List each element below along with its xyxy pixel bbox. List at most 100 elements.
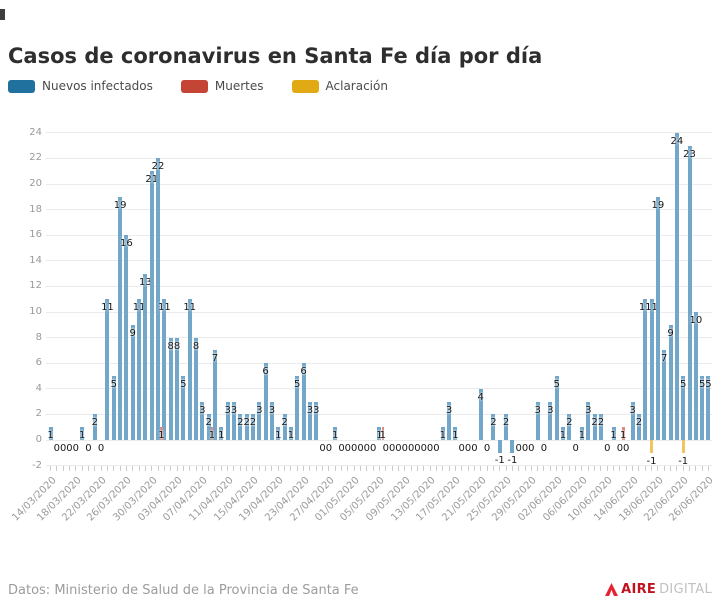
x-axis-tick [689, 466, 691, 471]
bar-value-label: -1 [646, 455, 657, 467]
bar-value-label: 1 [275, 430, 282, 442]
data-source-note: Datos: Ministerio de Salud de la Provinc… [8, 583, 359, 598]
bar-value-label: 21 [145, 174, 159, 186]
bar-muertes [381, 427, 385, 440]
bar-value-label: 0 [414, 443, 421, 454]
x-axis-tick [701, 466, 703, 471]
bar-value-label: -1 [507, 454, 518, 466]
bar-value-label: 0 [319, 443, 326, 454]
bar-infectados [137, 299, 142, 440]
legend-item: Muertes [180, 79, 264, 93]
bar-value-label: 0 [72, 443, 79, 454]
x-axis-tick [87, 466, 89, 471]
bar-value-label: 2 [91, 417, 98, 429]
bar-infectados [453, 427, 458, 440]
bar-value-label: 3 [199, 404, 206, 416]
x-axis-tick [670, 466, 672, 471]
x-axis-tick [657, 466, 659, 471]
bar-infectados [611, 427, 616, 440]
x-axis-tick [423, 466, 425, 471]
bar-infectados [301, 363, 306, 440]
x-axis-tick [632, 466, 634, 471]
bar-infectados [80, 427, 85, 440]
y-axis-label: 2 [35, 408, 42, 420]
bar-value-label: 0 [616, 443, 624, 454]
legend-swatch-icon [291, 79, 319, 93]
bar-infectados [48, 427, 53, 440]
bar-infectados [504, 414, 509, 440]
x-axis-tick [341, 466, 343, 471]
bar-value-label: 2 [597, 417, 605, 429]
bar-infectados [194, 337, 199, 440]
x-axis-tick [587, 466, 589, 471]
bar-infectados [181, 376, 186, 440]
bar-value-label: 7 [211, 353, 219, 365]
legend-swatch-icon [180, 79, 208, 93]
bar-value-label: 7 [661, 353, 668, 365]
x-axis-tick [613, 466, 615, 471]
bar-value-label: 2 [237, 417, 244, 429]
x-axis-tick [600, 466, 602, 471]
gridline [46, 413, 712, 415]
x-axis-tick [676, 466, 678, 471]
bar-infectados [598, 414, 603, 440]
bar-value-label: 0 [338, 443, 345, 454]
x-axis-tick [334, 466, 336, 471]
x-axis-tick [562, 466, 564, 471]
bar-value-label: 2 [490, 417, 497, 429]
y-axis-label: 8 [35, 331, 42, 343]
bar-value-label: 1 [452, 430, 459, 442]
x-axis-tick [322, 466, 324, 471]
x-axis-tick [378, 466, 380, 471]
bar-muertes [160, 427, 163, 440]
x-axis-tick [246, 466, 248, 471]
bar-value-label: 0 [401, 443, 408, 454]
bar-muertes [622, 427, 625, 440]
bar-value-label: 2 [591, 417, 598, 429]
bar-value-label: 8 [167, 340, 174, 352]
bar-infectados [295, 376, 300, 440]
bar-value-label: 0 [458, 443, 465, 454]
bar-value-label: 5 [680, 379, 687, 390]
x-axis-tick [315, 466, 317, 471]
legend-label: Aclaración [325, 79, 388, 93]
x-axis-tick [68, 466, 70, 471]
bar-value-label: 0 [521, 443, 529, 454]
x-axis-tick [518, 466, 520, 471]
bar-infectados [206, 414, 211, 440]
bar-value-label: 1 [158, 430, 165, 442]
x-axis-tick [594, 466, 596, 471]
y-axis-label: -2 [32, 459, 42, 471]
bar-infectados [636, 414, 641, 440]
bar-infectados [212, 350, 217, 440]
gridline [46, 260, 712, 262]
bar-value-label: 5 [294, 379, 301, 390]
x-axis-tick [296, 466, 298, 471]
bar-value-label: 4 [477, 391, 484, 403]
bar-infectados [250, 414, 255, 440]
x-axis-tick [372, 466, 374, 471]
x-axis-tick [644, 466, 646, 471]
bar-value-label: 1 [78, 430, 86, 442]
bar-infectados [156, 158, 161, 440]
bar-value-label: 0 [351, 443, 358, 454]
bar-value-label: 11 [132, 302, 146, 314]
brand-logo: AIRE DIGITAL [605, 582, 712, 597]
bar-infectados [687, 145, 692, 440]
x-axis-tick [106, 466, 108, 471]
bar-infectados [314, 401, 319, 440]
x-axis-tick [258, 466, 260, 471]
bar-value-label: 1 [208, 430, 216, 442]
bar-value-label: 5 [705, 379, 712, 390]
corner-artifact [0, 9, 5, 20]
bar-infectados [269, 401, 274, 440]
x-axis-tick [119, 466, 121, 471]
x-axis-tick [81, 466, 83, 471]
bar-value-label: 3 [230, 404, 238, 416]
x-axis-tick [606, 466, 608, 471]
x-axis-tick [619, 466, 621, 471]
x-axis-tick [575, 466, 577, 471]
gridline [46, 183, 712, 185]
bar-infectados [586, 401, 591, 440]
bar-infectados [92, 414, 97, 440]
